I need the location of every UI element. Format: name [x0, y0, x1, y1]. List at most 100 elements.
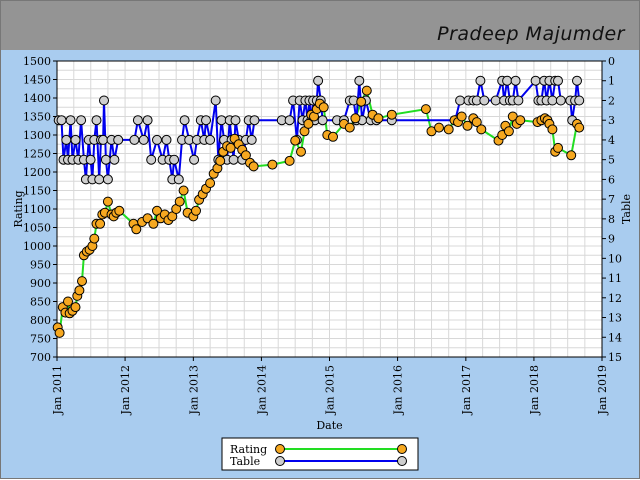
- table-point: [553, 75, 563, 86]
- table-point: [99, 95, 109, 106]
- y-tick-label: 1400: [23, 92, 51, 105]
- y-tick-label: 700: [30, 351, 51, 364]
- y2-tick-label: 3: [608, 114, 615, 127]
- y2-tick-label: 13: [608, 312, 622, 325]
- y2-tick-label: 6: [608, 173, 615, 186]
- y-axis-title: Rating: [12, 190, 25, 227]
- table-point: [530, 75, 541, 86]
- rating-point: [303, 118, 314, 129]
- table-point: [94, 174, 105, 185]
- rating-point: [215, 155, 226, 166]
- table-point: [574, 95, 585, 106]
- y2-tick-label: 2: [608, 94, 615, 107]
- x-tick-label: Jan 2012: [119, 365, 132, 416]
- rating-point: [386, 109, 397, 120]
- x-axis-title: Date: [316, 419, 342, 432]
- table-point: [70, 134, 81, 145]
- rating-point: [318, 102, 329, 113]
- table-point: [109, 154, 120, 165]
- y-tick-label: 1350: [23, 111, 51, 124]
- legend-label: Rating: [230, 443, 267, 456]
- rating-point: [420, 104, 431, 115]
- rating-point: [553, 142, 563, 153]
- rating-point: [191, 205, 201, 216]
- y-tick-label: 750: [30, 333, 51, 346]
- rating-point: [296, 146, 306, 157]
- rating-point: [284, 155, 295, 166]
- table-point: [455, 95, 466, 106]
- y2-axis-title: Table: [620, 194, 633, 224]
- table-point: [179, 115, 190, 126]
- y2-tick-label: 7: [608, 193, 615, 206]
- y-tick-label: 1100: [23, 203, 51, 216]
- x-tick-label: Jan 2014: [255, 365, 268, 416]
- x-tick-label: Jan 2015: [324, 365, 337, 416]
- table-point: [246, 134, 257, 145]
- rating-point: [515, 115, 526, 126]
- y-tick-label: 950: [30, 259, 51, 272]
- x-tick-label: Jan 2019: [596, 365, 609, 416]
- table-point: [513, 95, 524, 106]
- table-point: [61, 134, 72, 145]
- table-point: [169, 154, 180, 165]
- rating-point: [344, 122, 355, 133]
- table-point: [490, 95, 501, 106]
- y2-tick-label: 4: [608, 134, 615, 147]
- player-name: Pradeep Majumder: [437, 23, 625, 45]
- table-point: [189, 154, 200, 165]
- table-point: [201, 115, 211, 126]
- x-tick-label: Jan 2016: [392, 365, 405, 416]
- x-tick-label: Jan 2013: [187, 365, 200, 416]
- table-point: [113, 134, 124, 145]
- y2-tick-label: 1: [608, 75, 615, 88]
- rating-point: [361, 85, 372, 96]
- y2-tick-label: 8: [608, 213, 615, 226]
- rating-point: [356, 96, 367, 107]
- rating-point: [102, 196, 113, 207]
- rating-point: [131, 224, 142, 235]
- table-point: [555, 95, 566, 106]
- table-point: [502, 75, 513, 86]
- rating-point: [471, 117, 482, 128]
- table-point: [249, 115, 260, 126]
- y-tick-label: 1200: [23, 166, 51, 179]
- table-point: [216, 115, 227, 126]
- y-tick-label: 1150: [23, 185, 51, 198]
- rating-point: [443, 124, 454, 135]
- rating-point: [178, 185, 189, 196]
- y2-tick-label: 15: [608, 351, 622, 364]
- table-point: [91, 115, 102, 126]
- rating-point: [70, 302, 81, 313]
- table-point: [146, 154, 157, 165]
- y2-tick-label: 11: [608, 272, 622, 285]
- table-point: [313, 75, 324, 86]
- y2-tick-label: 0: [608, 55, 615, 68]
- x-tick-label: Jan 2017: [460, 365, 473, 416]
- table-point: [138, 134, 149, 145]
- chart-header: Pradeep Majumder: [0, 0, 640, 52]
- legend-marker: [397, 444, 407, 454]
- y-tick-label: 1450: [23, 74, 51, 87]
- legend-label: Table: [230, 455, 260, 468]
- rating-point: [267, 159, 278, 170]
- y-tick-label: 1050: [23, 222, 51, 235]
- rating-point: [240, 150, 251, 161]
- x-tick-label: Jan 2011: [51, 365, 64, 416]
- y2-tick-label: 14: [608, 331, 622, 344]
- rating-point: [77, 276, 87, 287]
- table-point: [100, 154, 111, 165]
- table-point: [572, 75, 582, 86]
- x-tick-label: Jan 2018: [528, 365, 541, 416]
- rating-point: [205, 178, 216, 189]
- rating-point: [547, 124, 558, 135]
- table-point: [547, 95, 558, 106]
- y-tick-label: 900: [30, 277, 51, 290]
- table-point: [210, 95, 221, 106]
- table-point: [205, 134, 216, 145]
- rating-point: [350, 113, 361, 124]
- table-point: [173, 174, 184, 185]
- table-point: [152, 134, 162, 145]
- table-point: [85, 154, 96, 165]
- rating-point: [434, 122, 444, 133]
